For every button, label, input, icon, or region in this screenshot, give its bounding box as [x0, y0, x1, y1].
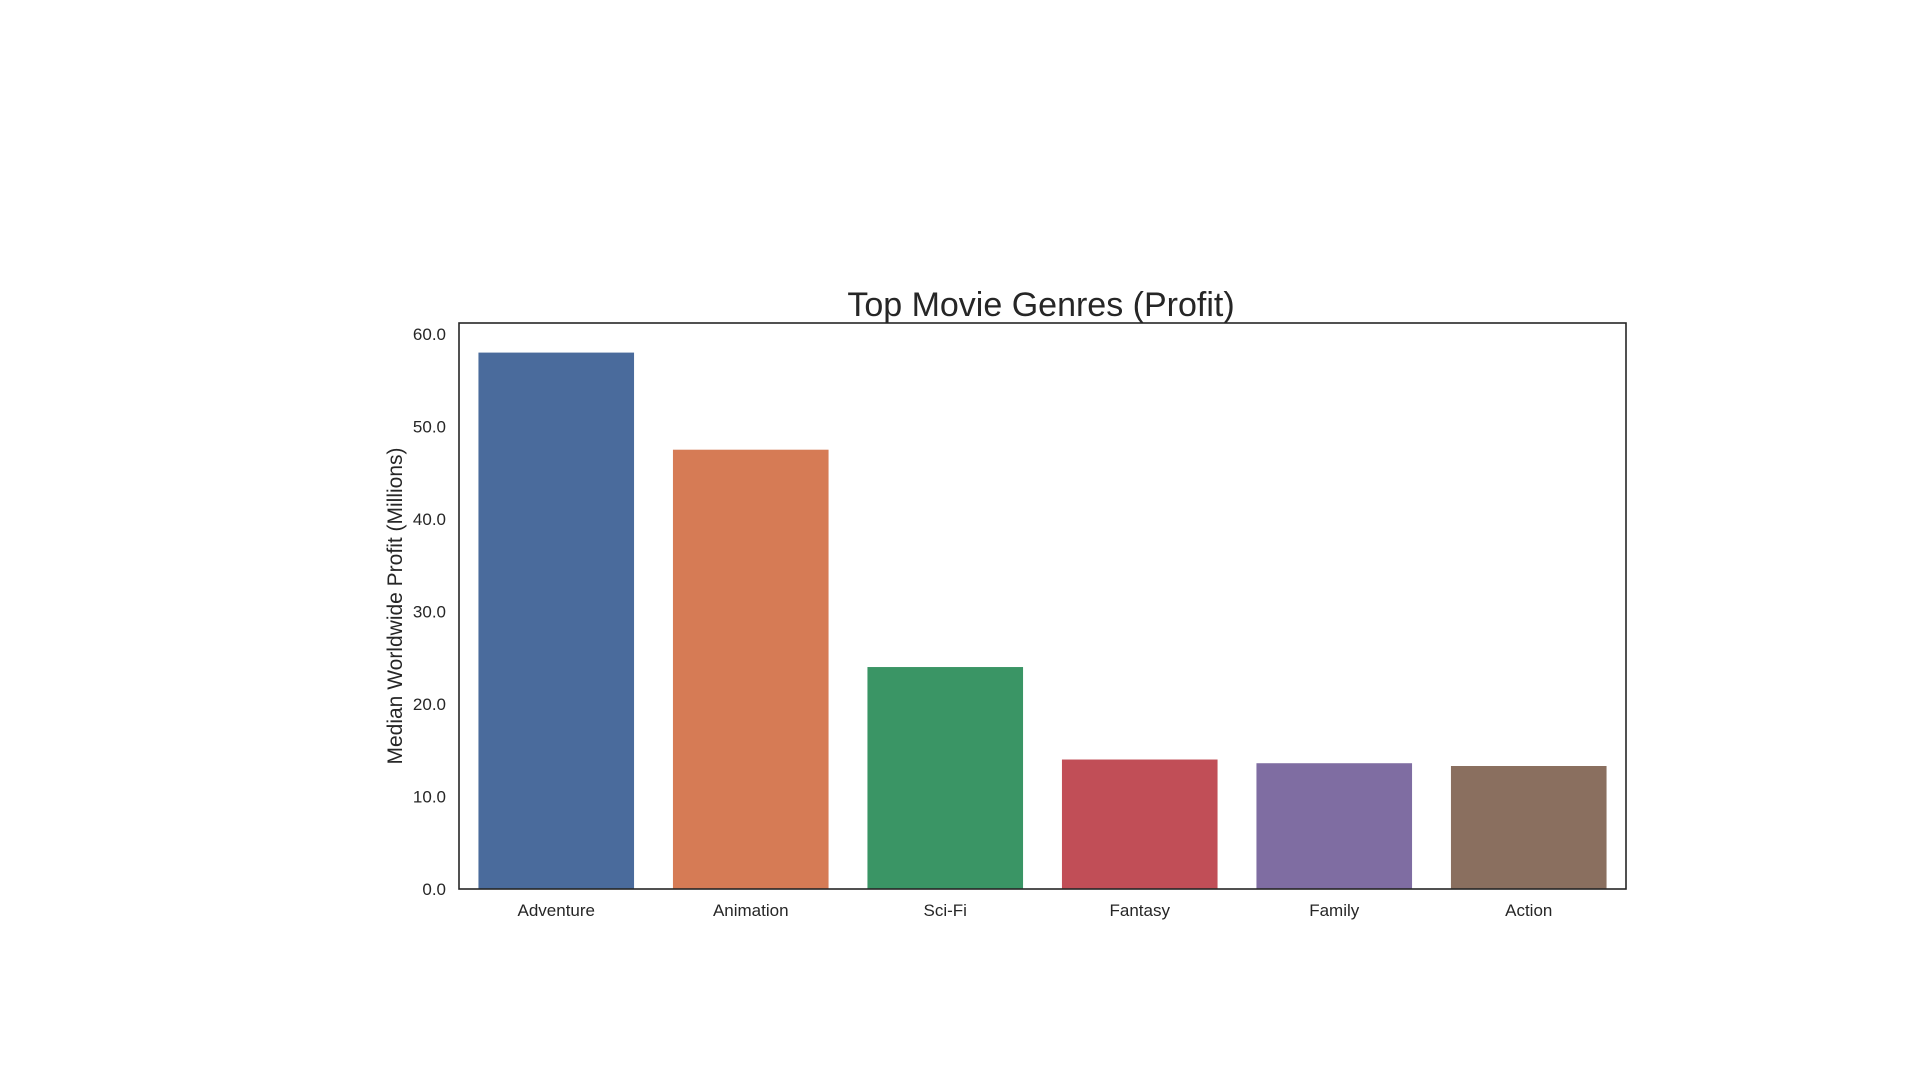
x-tick-label: Animation — [713, 901, 789, 920]
y-tick-label: 60.0 — [413, 325, 446, 344]
bars — [478, 352, 1607, 890]
y-tick-label: 20.0 — [413, 695, 446, 714]
y-tick-label: 50.0 — [413, 418, 446, 437]
y-axis-ticks: 0.0 10.0 20.0 30.0 40.0 50.0 60.0 — [413, 325, 446, 899]
y-axis-label: Median Worldwide Profit (Millions) — [384, 447, 407, 764]
bar-sci-fi — [867, 667, 1024, 889]
x-tick-label: Family — [1309, 901, 1360, 920]
plot-frame — [458, 322, 1627, 890]
y-tick-label: 0.0 — [422, 880, 446, 899]
bar-animation — [672, 449, 829, 889]
x-tick-label: Adventure — [518, 901, 596, 920]
y-tick-label: 10.0 — [413, 788, 446, 807]
x-axis-ticks: Adventure Animation Sci-Fi Fantasy Family Act… — [518, 901, 1553, 920]
bar-adventure — [478, 352, 635, 890]
x-tick-label: Sci-Fi — [924, 901, 967, 920]
bar-action — [1450, 766, 1607, 889]
bar-family — [1256, 763, 1413, 889]
chart-title: Top Movie Genres (Profit) — [847, 286, 1234, 324]
x-tick-label: Action — [1505, 901, 1552, 920]
x-tick-label: Fantasy — [1110, 901, 1171, 920]
y-tick-label: 30.0 — [413, 603, 446, 622]
y-tick-label: 40.0 — [413, 510, 446, 529]
bar-fantasy — [1061, 759, 1218, 889]
